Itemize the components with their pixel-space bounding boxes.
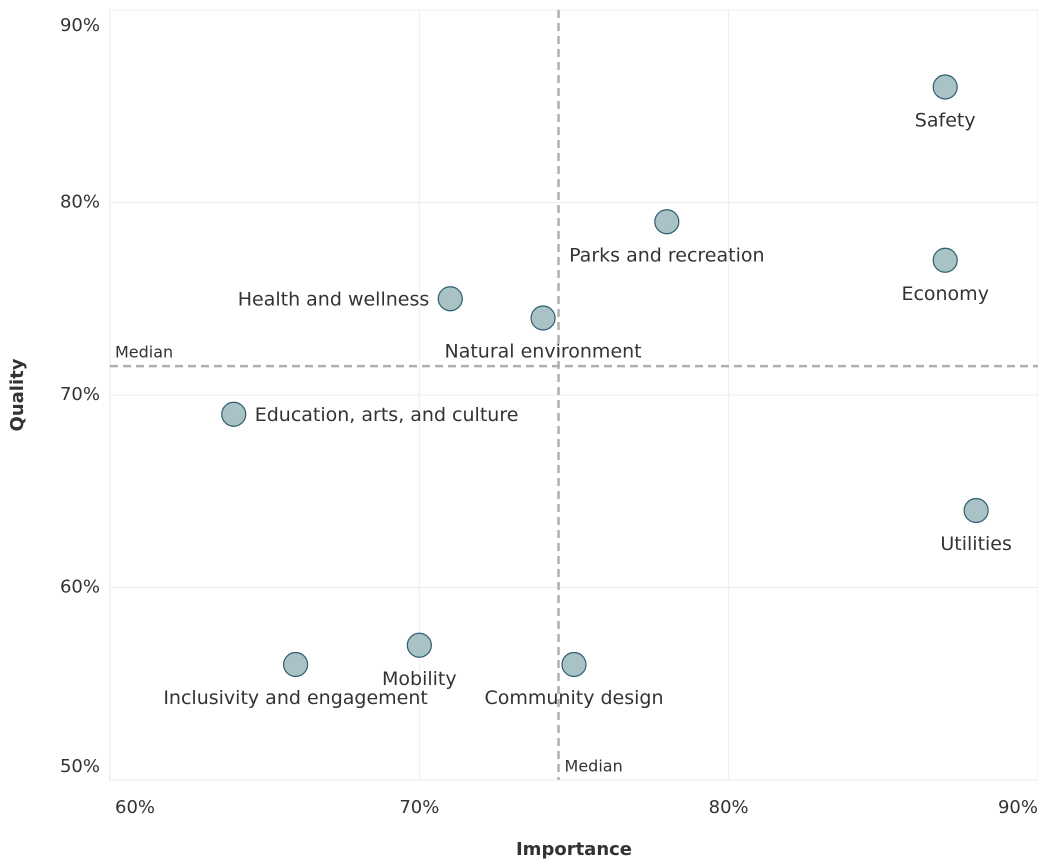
point: [654, 209, 680, 235]
point-label: Parks and recreation: [569, 244, 764, 266]
x-tick-label: 90%: [998, 797, 1038, 818]
y-tick-label: 60%: [60, 577, 100, 598]
point: [963, 497, 989, 524]
y-tick-label: 80%: [60, 192, 100, 213]
point: [932, 247, 958, 273]
point: [932, 74, 958, 100]
y-tick-label: 50%: [60, 756, 100, 777]
point-label: Safety: [915, 110, 976, 132]
x-tick-label: 70%: [399, 797, 439, 818]
point: [561, 651, 587, 678]
median-label: Median: [565, 757, 623, 776]
y-tick-label: 90%: [60, 15, 100, 36]
point: [437, 286, 463, 312]
x-axis-title: Importance: [516, 839, 632, 860]
point-label: Community design: [484, 687, 663, 709]
point-label: Economy: [901, 283, 989, 305]
point: [530, 305, 556, 331]
point-label: Inclusivity and engagement: [163, 687, 428, 709]
median-label: Median: [115, 343, 173, 362]
point-label: Education, arts, and culture: [255, 404, 519, 426]
x-tick-label: 60%: [115, 797, 155, 818]
point: [221, 401, 247, 427]
y-axis-title: Quality: [7, 358, 28, 431]
point-label: Mobility: [382, 668, 457, 690]
point-label: Utilities: [940, 533, 1012, 555]
point-label: Health and wellness: [238, 288, 430, 310]
point-label: Natural environment: [445, 341, 642, 363]
point: [406, 632, 432, 658]
x-tick-label: 80%: [709, 797, 749, 818]
y-tick-label: 70%: [60, 384, 100, 405]
point: [283, 651, 309, 678]
